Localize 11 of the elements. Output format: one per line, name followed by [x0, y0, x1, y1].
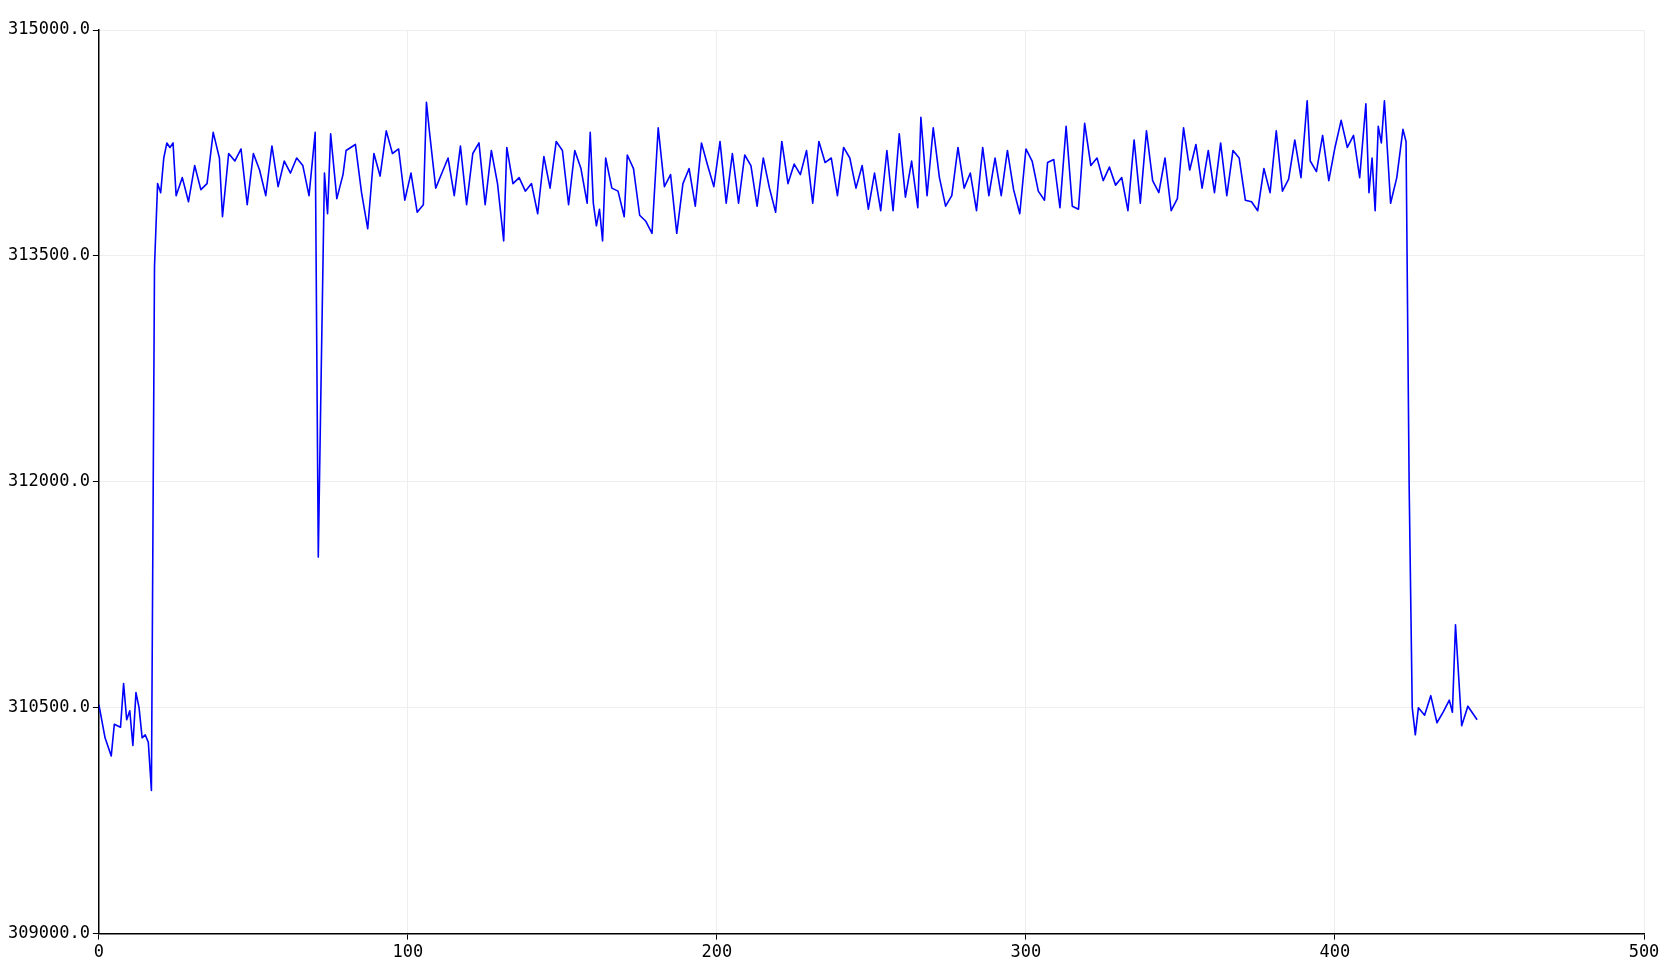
y-tick-label: 309000.0: [7, 922, 90, 943]
x-tick-label: 400: [1319, 941, 1351, 962]
x-tick-label: 0: [93, 941, 104, 962]
x-tick-label: 300: [1010, 941, 1042, 962]
x-tick-label: 500: [1628, 941, 1660, 962]
x-tick-label: 200: [701, 941, 733, 962]
y-tick-label: 312000.0: [7, 470, 90, 491]
y-tick-label: 313500.0: [7, 244, 90, 265]
y-tick-label: 315000.0: [7, 18, 90, 39]
x-tick-label: 100: [392, 941, 424, 962]
y-tick-label: 310500.0: [7, 696, 90, 717]
